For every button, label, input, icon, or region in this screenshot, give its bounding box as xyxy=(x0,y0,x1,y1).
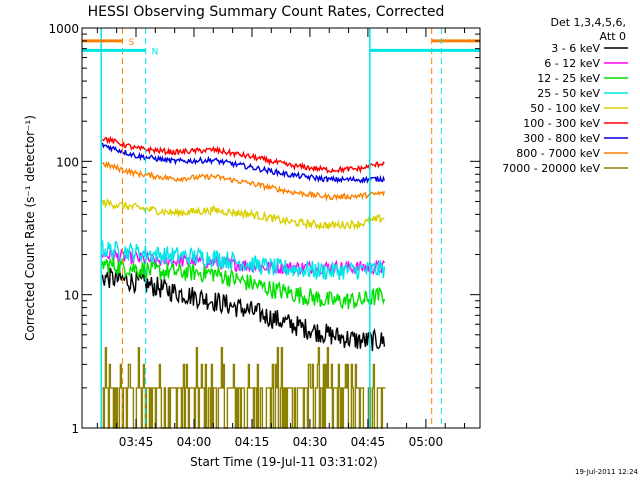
y-axis-label: Corrected Count Rate (s⁻¹ detector⁻¹) xyxy=(23,115,37,341)
series-line-3 xyxy=(101,240,386,281)
x-axis-ticks: 03:45 04:00 04:15 04:30 04:45 05:00 xyxy=(96,28,466,449)
legend-entry-label: 100 - 300 keV xyxy=(523,117,600,130)
series-line-0 xyxy=(101,267,386,352)
legend-entry-label: 7000 - 20000 keV xyxy=(502,162,600,175)
series-line-7 xyxy=(101,160,386,202)
legend-header: Att 0 xyxy=(600,30,626,43)
legend-header: Det 1,3,4,5,6, xyxy=(550,16,626,29)
series-line-2 xyxy=(101,257,386,310)
marker-label: N xyxy=(152,47,159,57)
plot-data xyxy=(101,135,386,429)
series-line-4 xyxy=(101,197,385,231)
observing-markers: SN xyxy=(82,28,480,428)
y-axis-ticks: 1 10 100 1000 xyxy=(48,22,480,436)
legend: Det 1,3,4,5,6,Att 03 - 6 keV 6 - 12 keV 12… xyxy=(502,16,628,175)
y-tick-label: 10 xyxy=(64,289,79,303)
y-tick-label: 1000 xyxy=(48,22,79,36)
legend-entry-label: 3 - 6 keV xyxy=(551,42,600,55)
x-tick-label: 04:00 xyxy=(177,435,212,449)
legend-entry-label: 50 - 100 keV xyxy=(530,102,600,115)
legend-entry-label: 800 - 7000 keV xyxy=(516,147,600,160)
x-tick-label: 04:45 xyxy=(351,435,386,449)
series-line-6 xyxy=(101,142,386,184)
x-tick-label: 04:15 xyxy=(235,435,270,449)
plot-frame xyxy=(81,27,481,429)
legend-entry-label: 12 - 25 keV xyxy=(537,72,600,85)
legend-entry-label: 300 - 800 keV xyxy=(523,132,600,145)
series-line-5 xyxy=(101,135,385,174)
timestamp: 19-Jul-2011 12:24 xyxy=(575,468,639,476)
chart-title: HESSI Observing Summary Count Rates, Cor… xyxy=(88,4,445,20)
x-tick-label: 03:45 xyxy=(119,435,154,449)
series-line-8 xyxy=(102,347,386,429)
legend-entry-label: 6 - 12 keV xyxy=(544,57,600,70)
x-axis-label: Start Time (19-Jul-11 03:31:02) xyxy=(190,455,378,469)
y-tick-label: 100 xyxy=(56,155,79,169)
x-tick-label: 04:30 xyxy=(293,435,328,449)
legend-entry-label: 25 - 50 keV xyxy=(537,87,600,100)
x-tick-label: 05:00 xyxy=(409,435,444,449)
marker-label: S xyxy=(128,38,134,48)
y-tick-label: 1 xyxy=(71,422,79,436)
